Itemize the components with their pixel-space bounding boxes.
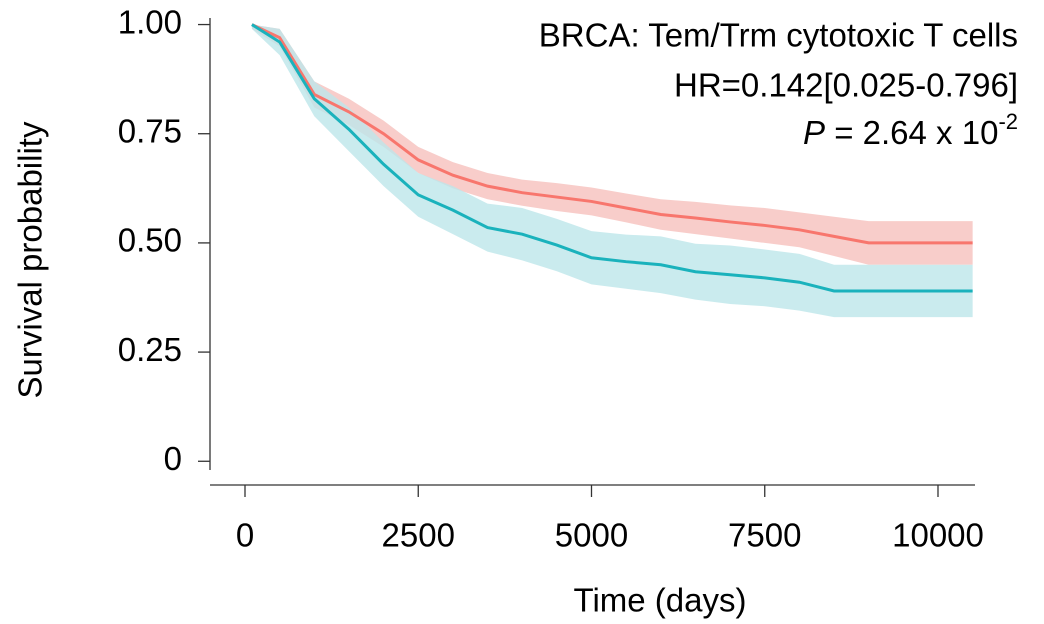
x-tick-label: 5000: [555, 517, 628, 554]
p-symbol: P: [803, 114, 825, 151]
y-tick-label: 0.75: [118, 112, 182, 149]
x-axis-label: Time (days): [574, 582, 747, 619]
x-tick-label: 7500: [728, 517, 801, 554]
hr-annotation: HR=0.142[0.025-0.796]: [674, 67, 1018, 104]
x-tick-label: 10000: [892, 517, 984, 554]
p-text: = 2.64 x 10: [825, 114, 998, 151]
y-axis-label: Survival probability: [12, 121, 49, 398]
p-annotation: P = 2.64 x 10-2: [803, 109, 1018, 151]
x-tick-label: 0: [236, 517, 254, 554]
p-exponent: -2: [998, 109, 1018, 134]
survival-line: [251, 23, 973, 293]
y-tick-label: 0: [164, 440, 182, 477]
y-tick-label: 0.25: [118, 331, 182, 368]
y-tick-label: 0.50: [118, 222, 182, 259]
chart-title: BRCA: Tem/Trm cytotoxic T cells: [539, 17, 1018, 54]
x-tick-label: 2500: [382, 517, 455, 554]
y-tick-label: 1.00: [118, 3, 182, 40]
survival-line: [251, 23, 973, 245]
